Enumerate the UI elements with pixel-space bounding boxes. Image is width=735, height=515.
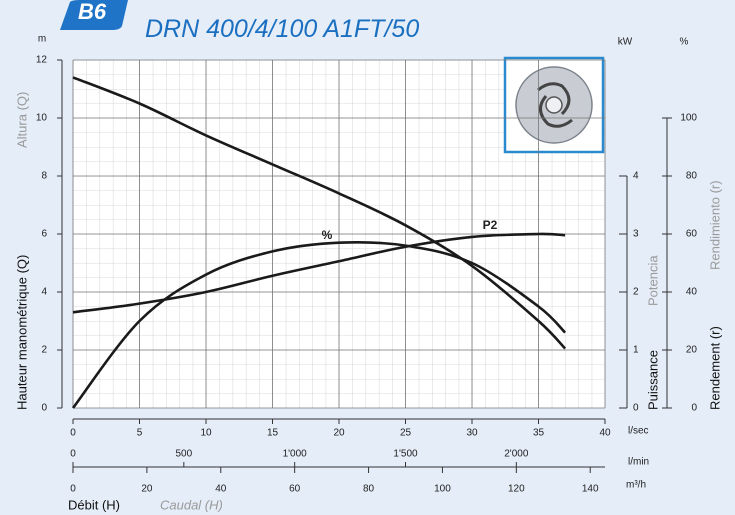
curve-label: %	[322, 228, 333, 242]
badge: B6	[78, 0, 107, 24]
x-tick-label: 0	[70, 428, 76, 439]
y-tick-label: 12	[36, 55, 48, 66]
y3-tick-label: 100	[680, 113, 697, 124]
y-axis-title: Hauteur manométrique (Q)	[14, 255, 29, 410]
x-axis-title-alt: Caudal (H)	[160, 497, 223, 512]
x-tick-label: 30	[466, 428, 478, 439]
x-tick-label: 15	[267, 428, 279, 439]
curve	[71, 240, 567, 409]
x3-tick-label: 40	[215, 484, 227, 495]
y-axis-title-alt: Altura (Q)	[14, 92, 29, 148]
y2-unit: kW	[618, 37, 633, 48]
curve	[72, 76, 567, 350]
y3-tick-label: 20	[686, 345, 698, 356]
y3-unit: %	[680, 37, 689, 48]
x2-tick-label: 500	[175, 449, 192, 460]
x-tick-label: 35	[533, 428, 545, 439]
y2-tick-label: 1	[633, 345, 639, 356]
y2-axis-title-alt: Potencia	[645, 255, 660, 306]
y3-axis-title: Rendement (r)	[707, 326, 722, 410]
x-axis-title: Débit (H)	[68, 497, 120, 512]
x3-tick-label: 80	[363, 484, 375, 495]
impeller-vane	[537, 82, 571, 116]
chart-title: DRN 400/4/100 A1FT/50	[145, 15, 419, 43]
y-tick-label: 2	[41, 345, 47, 356]
y-unit: m	[38, 34, 46, 45]
x-tick-label: 25	[400, 428, 412, 439]
x-tick-label: 20	[333, 428, 345, 439]
y-tick-label: 6	[41, 229, 47, 240]
y-tick-label: 8	[41, 171, 47, 182]
badge-shape	[60, 0, 128, 30]
y3-tick-label: 80	[686, 171, 698, 182]
curve	[72, 232, 566, 314]
x3-tick-label: 100	[434, 484, 451, 495]
y3-tick-label: 60	[686, 229, 698, 240]
x3-unit: m³/h	[626, 480, 646, 491]
x3-tick-label: 20	[141, 484, 153, 495]
x3-tick-label: 120	[508, 484, 525, 495]
impeller-vane	[539, 95, 573, 128]
y2-axis-title: Puissance	[645, 350, 660, 410]
x2-tick-label: 0	[70, 449, 76, 460]
y3-tick-label: 40	[686, 287, 698, 298]
impeller-hub	[545, 96, 563, 114]
x2-tick-label: 1'500	[393, 449, 418, 460]
y2-tick-label: 2	[633, 287, 639, 298]
x2-tick-label: 1'000	[283, 449, 308, 460]
x2-unit: l/min	[628, 457, 649, 468]
y2-tick-label: 4	[633, 171, 639, 182]
x-unit: l/sec	[628, 426, 649, 437]
y2-tick-label: 3	[633, 229, 639, 240]
x-tick-label: 10	[200, 428, 212, 439]
y2-tick-label: 0	[633, 403, 639, 414]
y-tick-label: 4	[41, 287, 47, 298]
curve-label: P2	[483, 218, 498, 232]
x3-tick-label: 60	[289, 484, 301, 495]
x2-tick-label: 2'000	[504, 449, 529, 460]
y3-tick-label: 0	[691, 403, 697, 414]
y3-axis-title-alt: Rendimiento (r)	[707, 180, 722, 270]
y-tick-label: 0	[41, 403, 47, 414]
x3-tick-label: 0	[70, 484, 76, 495]
x3-tick-label: 140	[582, 484, 599, 495]
y-tick-label: 10	[36, 113, 48, 124]
impeller-icon	[503, 56, 605, 154]
x-tick-label: 5	[137, 428, 143, 439]
x-tick-label: 40	[599, 428, 611, 439]
